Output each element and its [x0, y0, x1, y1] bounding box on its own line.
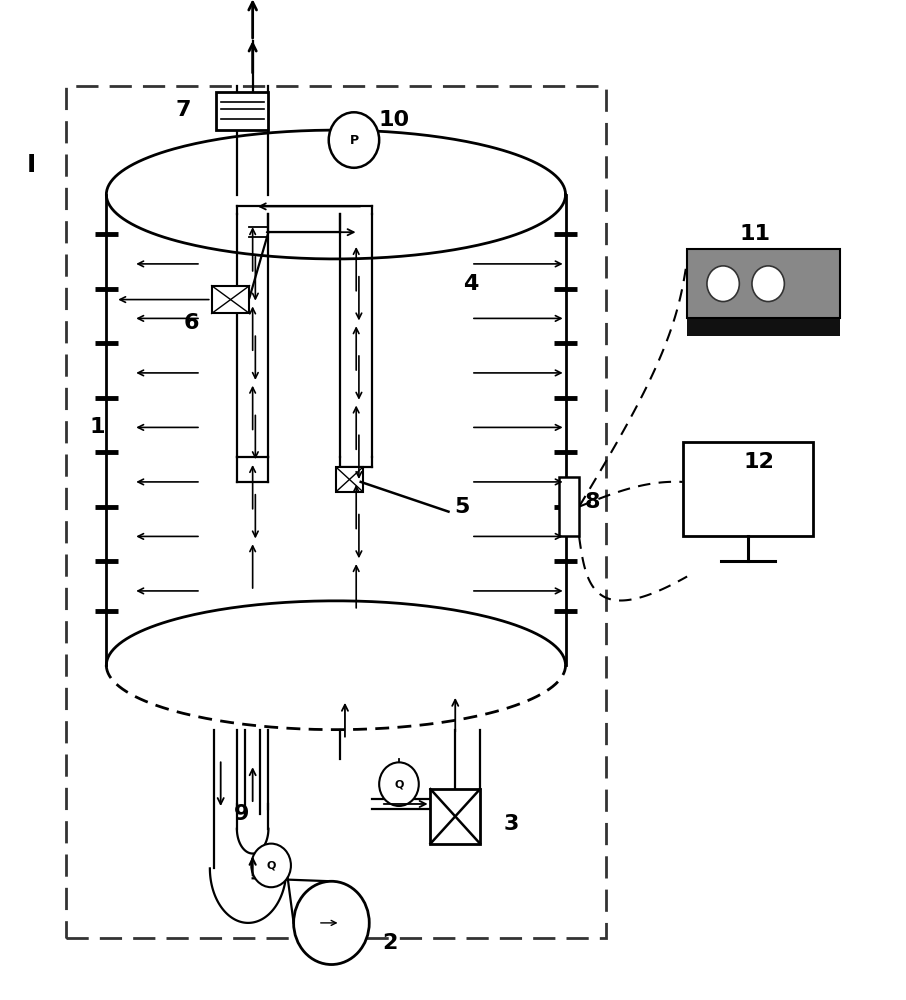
Text: 6: 6 [184, 313, 199, 333]
Circle shape [294, 881, 370, 965]
Text: I: I [27, 153, 36, 177]
Text: 8: 8 [584, 492, 601, 512]
Circle shape [380, 762, 419, 806]
Bar [687, 316, 840, 336]
Bar [217, 92, 268, 130]
Bar [682, 442, 814, 536]
Bar [430, 789, 480, 844]
Bar [559, 477, 579, 536]
Text: 10: 10 [379, 110, 410, 130]
Text: 2: 2 [382, 933, 398, 953]
Text: Q: Q [266, 860, 275, 870]
Circle shape [752, 266, 785, 302]
Circle shape [251, 844, 291, 887]
Text: 12: 12 [744, 452, 775, 472]
Circle shape [707, 266, 739, 302]
Text: 7: 7 [175, 100, 190, 120]
Bar [336, 467, 363, 492]
Bar [66, 86, 606, 938]
Text: 1: 1 [90, 417, 105, 437]
Circle shape [329, 112, 380, 168]
Text: 4: 4 [463, 274, 478, 294]
Text: Q: Q [394, 779, 404, 789]
Text: 9: 9 [234, 804, 249, 824]
Bar [687, 249, 840, 318]
Text: P: P [350, 134, 359, 147]
Text: 11: 11 [739, 224, 770, 244]
Text: 3: 3 [504, 814, 519, 834]
Text: 5: 5 [454, 497, 469, 517]
Bar [212, 286, 249, 313]
